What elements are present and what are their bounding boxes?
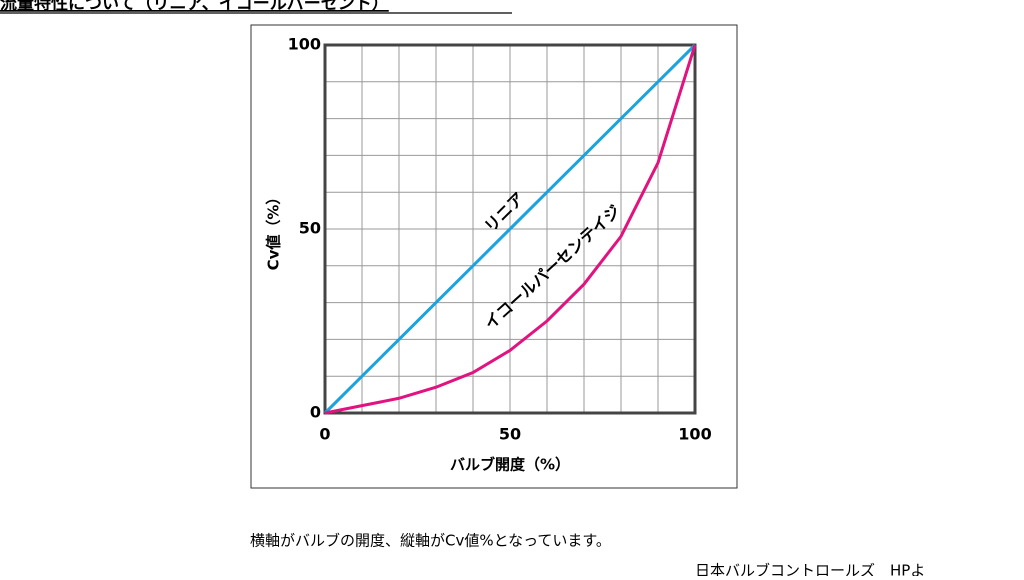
x-tick-label: 50 xyxy=(499,425,521,444)
caption: 横軸がバルブの開度、縦軸がCv値%となっています。 xyxy=(250,532,611,550)
series-line xyxy=(323,43,697,415)
chart-frame xyxy=(250,24,738,489)
y-tick-label: 0 xyxy=(310,403,321,422)
y-tick-label: 50 xyxy=(299,219,321,238)
y-axis-label: Cv値（%） xyxy=(265,190,283,271)
x-tick-label: 0 xyxy=(319,425,330,444)
x-tick-label: 100 xyxy=(678,425,711,444)
source: 日本バルブコントロールズ HPよ xyxy=(695,562,925,577)
series-line xyxy=(324,44,697,415)
y-tick-label: 100 xyxy=(288,35,321,54)
plot-border xyxy=(323,43,697,415)
x-axis-label: バルブ開度（%） xyxy=(450,456,570,474)
heading: 流量特性について（リニア、イコールパーセント） xyxy=(0,0,389,14)
